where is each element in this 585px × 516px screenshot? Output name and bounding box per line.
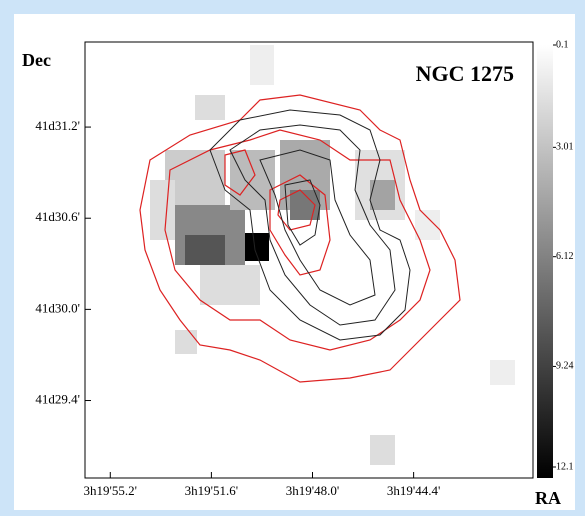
chart-title: NGC 1275 [416,61,514,86]
image-area [85,42,533,478]
y-tick-label: 41d29.4' [35,392,80,407]
x-tick-label: 3h19'55.2' [84,483,137,498]
x-tick-label: 3h19'44.4' [387,483,440,498]
chart: NGC 1275 Dec RA 3h19'55.2' 3h19'51.6' 3h19… [0,0,585,516]
colorbar-tick-label: 9.24 [556,361,574,372]
y-tick-label: 41d30.6' [35,209,80,224]
y-axis-label: Dec [22,50,51,70]
colorbar-tick-label: 3.01 [556,142,574,153]
x-tick-label: 3h19'48.0' [286,483,339,498]
page: {"chart_data": {"type": "image", "title"… [0,0,585,516]
x-axis-label: RA [535,488,561,508]
x-tick-label: 3h19'51.6' [185,483,238,498]
colorbar [537,45,553,478]
y-tick-label: 41d30.0' [35,300,80,315]
colorbar-tick-label: 0.1 [556,39,569,50]
colorbar-tick-label: 12.1 [556,461,574,472]
colorbar-tick-label: 6.12 [556,251,574,262]
y-tick-label: 41d31.2' [35,118,80,133]
